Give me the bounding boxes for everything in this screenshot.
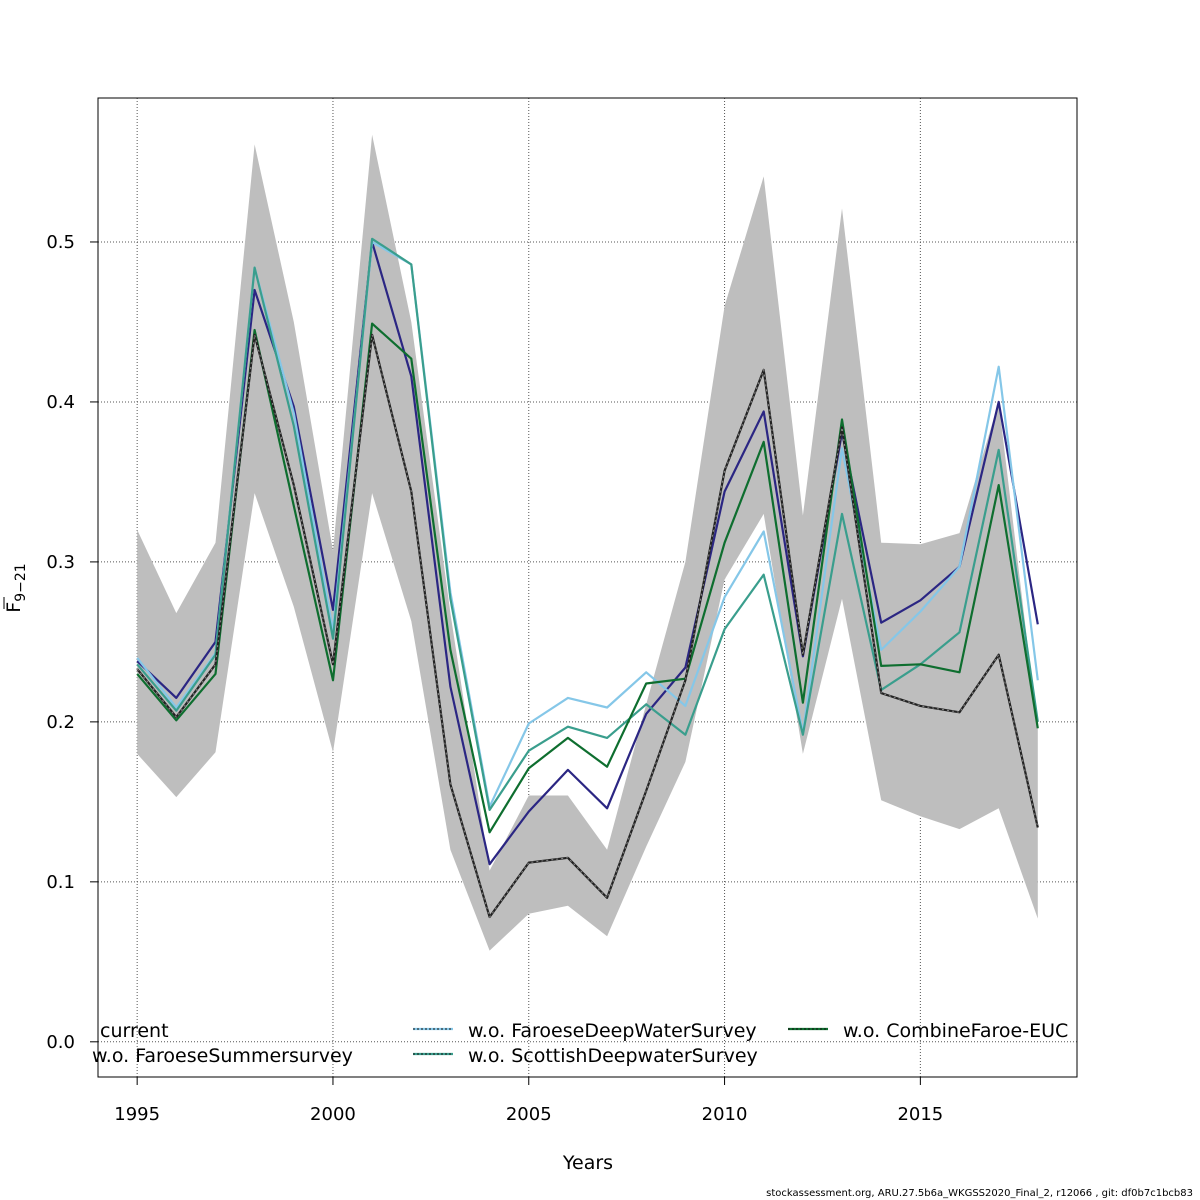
confidence-band-layer [137,134,1038,951]
series-line-w-o-combinefaroe-euc [136,322,1039,834]
plot-frame [97,97,1078,1078]
series-layer [136,237,1039,919]
y-tick-label: 0.0 [46,1032,75,1053]
x-tick-label: 2000 [310,1104,356,1125]
y-tick-label: 0.3 [46,552,75,573]
y-tick-label: 0.1 [46,872,75,893]
legend-label: w.o. ScottishDeepwaterSurvey [468,1045,758,1067]
series-line-w-o-scottishdeepwatersurvey [136,237,1039,812]
legend-label: w.o. FaroeseDeepWaterSurvey [468,1020,757,1042]
x-axis: 1995 2000 2005 2010 2015 [114,1077,943,1125]
legend-label: current [100,1020,169,1042]
y-axis-title-main: F [3,602,25,613]
y-axis-title-subscript: 9−21 [13,563,29,601]
legend-label: w.o. FaroeseSummersurvey [92,1045,353,1067]
x-tick-label: 2015 [897,1104,943,1125]
y-tick-label: 0.4 [46,392,75,413]
confidence-band [137,134,1038,951]
x-axis-title: Years [562,1152,613,1174]
series-line-current [136,333,1039,919]
footer-credit: stockassessment.org, ARU.27.5b6a_WKGSS20… [766,1188,1193,1199]
svg-text:F9−21: F9−21 [3,563,29,612]
legend: current w.o. FaroeseSummersurvey w.o. Faro… [92,1020,1068,1067]
x-tick-label: 2005 [506,1104,552,1125]
y-tick-label: 0.5 [46,232,75,253]
x-tick-label: 1995 [114,1104,160,1125]
y-axis-title: F9−21 [3,563,29,612]
y-tick-label: 0.2 [46,712,75,733]
series-line-w-o-faroesedeepwatersurvey [136,240,1039,808]
legend-label: w.o. CombineFaroe-EUC [843,1020,1068,1042]
y-axis: 0.0 0.1 0.2 0.3 0.4 0.5 [46,232,98,1053]
x-tick-label: 2010 [702,1104,748,1125]
